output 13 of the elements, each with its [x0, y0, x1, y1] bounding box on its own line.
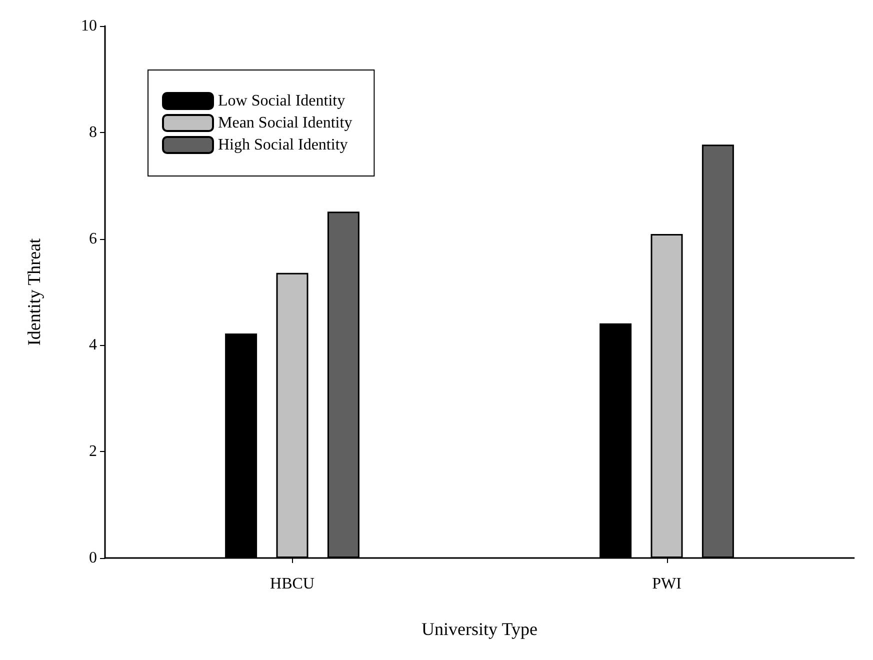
y-axis-title: Identity Threat	[24, 238, 44, 346]
legend-label: Mean Social Identity	[218, 114, 352, 132]
y-tick-label: 10	[81, 18, 97, 34]
x-tick-label: PWI	[652, 576, 682, 592]
legend-label: Low Social Identity	[218, 92, 346, 110]
y-tick-label: 4	[89, 336, 97, 354]
y-tick-label: 0	[89, 550, 97, 566]
y-tick-label: 2	[89, 443, 97, 460]
x-axis-title: University Type	[422, 619, 538, 639]
legend-label: High Social Identity	[218, 136, 348, 154]
y-tick-label: 6	[89, 230, 97, 248]
y-tick-label: 8	[89, 124, 97, 141]
x-tick-label: HBCU	[270, 576, 315, 592]
